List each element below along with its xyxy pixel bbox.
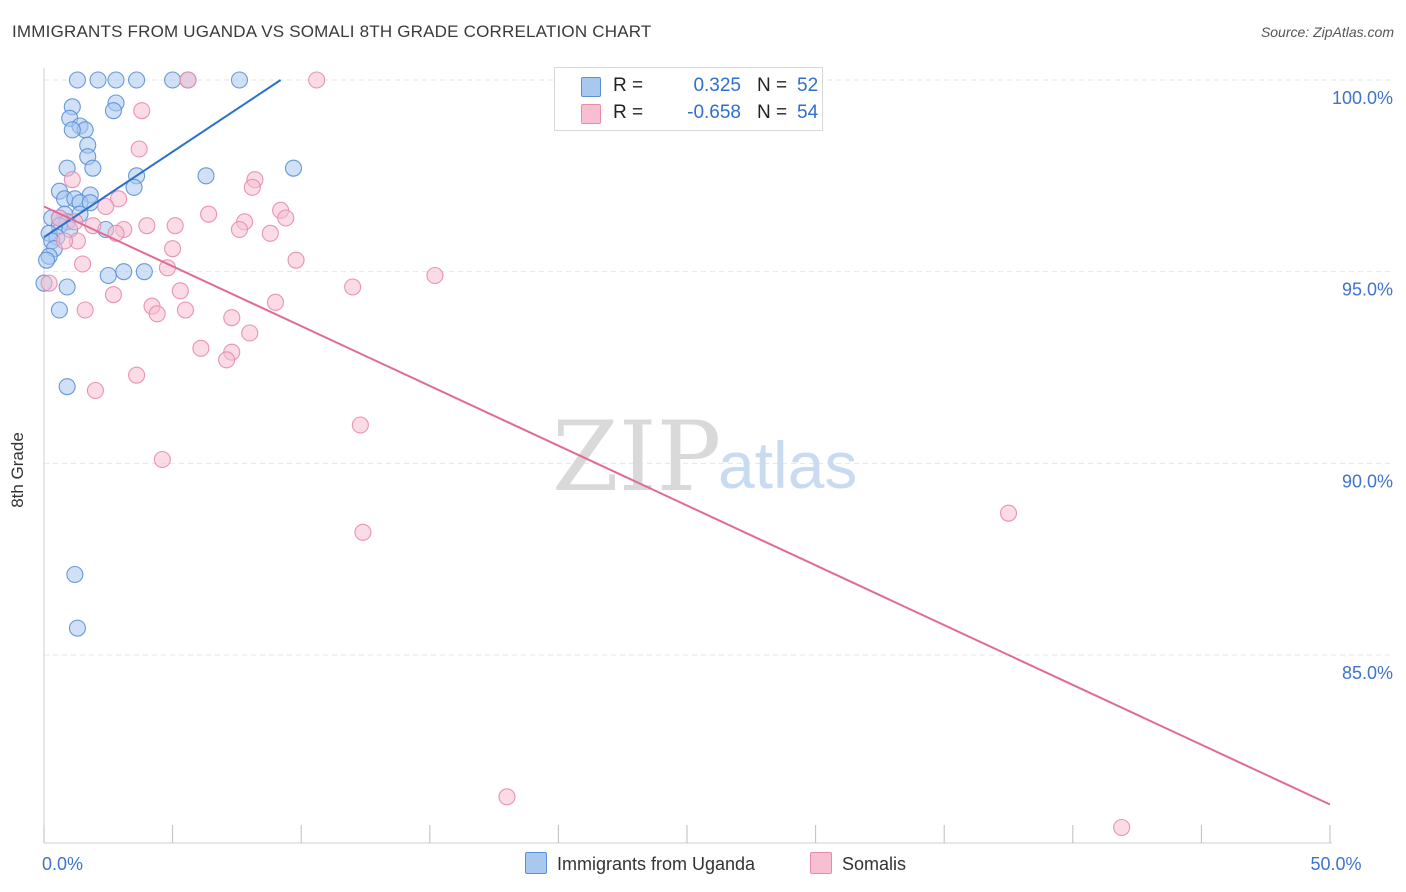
uganda-point <box>50 301 68 319</box>
bottom-uganda-label: Immigrants from Uganda <box>557 854 756 874</box>
bottom-somali-label: Somalis <box>842 854 907 874</box>
uganda-swatch <box>581 77 601 97</box>
somali-point <box>110 190 128 208</box>
watermark-zip: ZIP <box>552 401 721 513</box>
uganda-point <box>68 71 86 89</box>
uganda-point <box>104 102 122 120</box>
x-tick-label: 0.0% <box>42 854 83 874</box>
somali-point <box>354 523 372 541</box>
somali-point <box>192 339 210 357</box>
somali-swatch <box>581 104 601 124</box>
somali-point <box>97 197 115 216</box>
somali-point <box>426 266 444 285</box>
somali-point <box>164 240 182 258</box>
uganda-point <box>128 71 146 89</box>
somali-point <box>277 209 295 227</box>
uganda-trend-line <box>43 79 282 238</box>
watermark: ZIP atlas <box>552 401 857 513</box>
somali-point <box>287 251 305 269</box>
uganda-n-label: N = <box>757 75 788 96</box>
y-tick-label: 95.0% <box>1342 280 1393 300</box>
somali-point <box>138 217 156 235</box>
uganda-point <box>135 263 153 281</box>
bottom-somali-swatch <box>810 852 832 874</box>
somali-point <box>498 788 516 806</box>
uganda-point <box>115 263 133 281</box>
uganda-point <box>66 565 84 584</box>
somali-point <box>261 224 279 242</box>
uganda-point <box>68 619 86 637</box>
trend-lines <box>43 79 1331 806</box>
somali-point <box>104 286 122 304</box>
somali-r-label: R = <box>613 102 644 123</box>
somali-point <box>308 71 326 89</box>
somali-point <box>133 102 151 120</box>
stats-legend: R = 0.325 N = 52 R = -0.658 N = 54 <box>554 67 823 131</box>
y-tick-label: 100.0% <box>1332 88 1393 108</box>
somali-point <box>241 324 259 342</box>
somali-point <box>218 351 236 369</box>
watermark-atlas: atlas <box>718 428 857 502</box>
uganda-point <box>230 71 249 89</box>
somali-r-value: -0.658 <box>687 102 741 123</box>
somali-point <box>344 278 362 296</box>
tick-labels: 100.0% 95.0% 90.0% 85.0% 0.0% 50.0% <box>42 88 1393 874</box>
somali-point <box>243 178 261 196</box>
somali-trend-line <box>43 205 1331 806</box>
somali-point <box>128 366 146 384</box>
somali-point <box>351 416 369 434</box>
bottom-legend-somali: Somalis <box>810 852 906 875</box>
somali-point <box>179 71 197 89</box>
somali-point <box>148 305 166 323</box>
uganda-point <box>197 167 215 185</box>
y-tick-label: 90.0% <box>1342 471 1393 491</box>
chart-title: IMMIGRANTS FROM UGANDA VS SOMALI 8TH GRA… <box>12 22 652 41</box>
uganda-point <box>284 159 303 177</box>
somali-point <box>223 309 241 327</box>
somali-point <box>74 255 92 273</box>
somali-point <box>1113 818 1131 837</box>
somali-point <box>176 301 195 319</box>
uganda-point <box>89 71 107 89</box>
uganda-r-label: R = <box>613 75 644 96</box>
somali-point <box>130 140 148 158</box>
somali-point <box>200 205 218 223</box>
uganda-point <box>107 71 125 89</box>
bottom-legend-uganda: Immigrants from Uganda <box>525 852 755 875</box>
uganda-point <box>99 266 117 285</box>
somali-n-label: N = <box>757 102 788 123</box>
somali-point <box>63 171 81 189</box>
uganda-point <box>58 278 76 296</box>
source-label: Source: ZipAtlas.com <box>1260 24 1394 40</box>
uganda-point <box>38 251 56 269</box>
bottom-uganda-swatch <box>525 852 547 874</box>
uganda-point <box>164 71 182 89</box>
uganda-r-value: 0.325 <box>693 75 741 96</box>
uganda-n-value: 52 <box>797 75 819 96</box>
y-axis-label: 8th Grade <box>8 432 27 508</box>
grid-lines <box>44 79 1394 656</box>
somali-point <box>86 381 104 400</box>
somali-point <box>171 282 189 300</box>
x-tick-label: 50.0% <box>1310 854 1361 874</box>
uganda-point <box>125 178 143 196</box>
somali-point <box>76 301 94 319</box>
uganda-point <box>84 159 102 177</box>
axes <box>43 68 1332 844</box>
uganda-point <box>63 121 81 139</box>
somali-n-value: 54 <box>797 102 819 123</box>
somali-point <box>266 293 285 311</box>
uganda-point <box>58 378 76 396</box>
somali-point <box>40 274 58 292</box>
somali-point <box>230 220 249 239</box>
somali-point <box>56 232 74 250</box>
somali-point <box>153 450 171 469</box>
somali-point <box>166 217 184 235</box>
somali-point <box>999 504 1018 522</box>
y-tick-label: 85.0% <box>1342 663 1393 683</box>
